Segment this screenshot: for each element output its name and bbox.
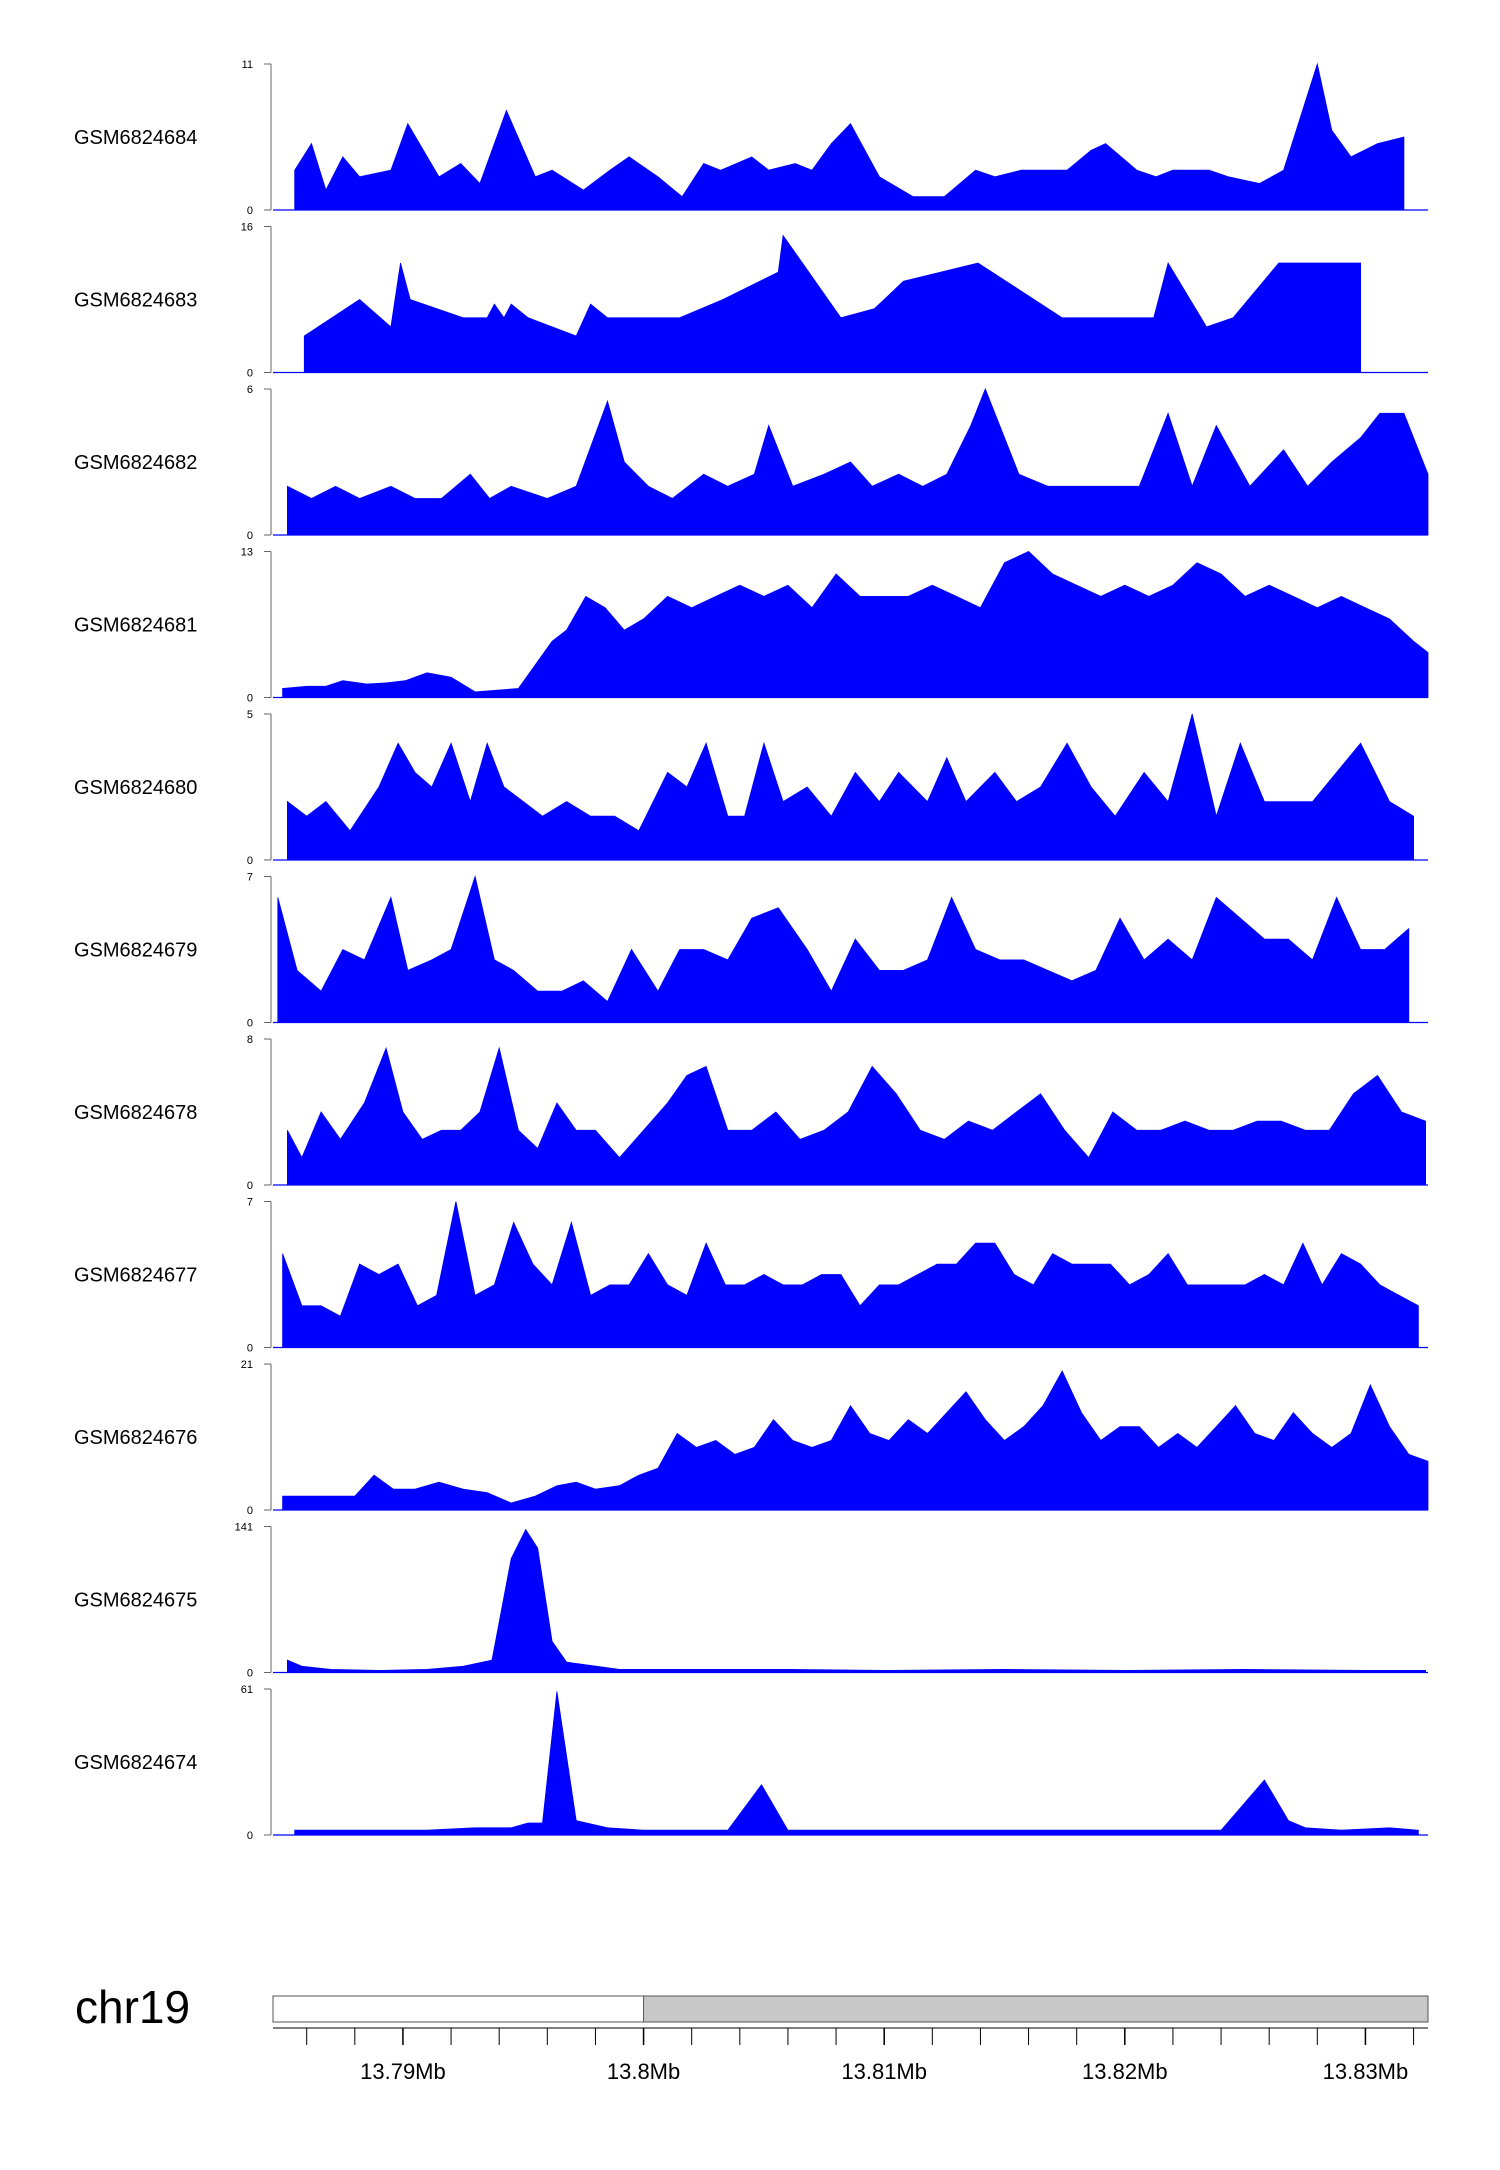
x-tick-label: 13.8Mb — [607, 2059, 680, 2084]
track-GSM6824674: GSM6824674 61 0 — [74, 1684, 1428, 1842]
y-max-label: 6 — [247, 384, 253, 396]
track-label: GSM6824683 — [74, 290, 197, 312]
signal-area — [282, 1370, 1429, 1511]
track-label: GSM6824681 — [74, 615, 197, 637]
y-max-label: 141 — [235, 1522, 253, 1534]
y-min-label: 0 — [247, 1668, 253, 1680]
track-label: GSM6824675 — [74, 1590, 197, 1612]
y-max-label: 7 — [247, 872, 253, 884]
y-min-label: 0 — [247, 1180, 253, 1192]
y-min-label: 0 — [247, 1505, 253, 1517]
y-min-label: 0 — [247, 1018, 253, 1030]
y-max-label: 8 — [247, 1034, 253, 1046]
track-label: GSM6824676 — [74, 1427, 197, 1449]
signal-area — [287, 387, 1429, 536]
track-GSM6824681: GSM6824681 13 0 — [74, 547, 1429, 705]
y-min-label: 0 — [247, 530, 253, 542]
track-GSM6824679: GSM6824679 7 0 — [74, 872, 1428, 1030]
track-GSM6824684: GSM6824684 11 0 — [74, 59, 1428, 217]
x-axis-ticks: 13.79Mb 13.8Mb 13.81Mb 13.82Mb 13.83Mb — [306, 2028, 1415, 2084]
signal-area — [303, 234, 1361, 373]
signal-area — [287, 1528, 1426, 1673]
track-GSM6824676: GSM6824676 21 0 — [74, 1359, 1429, 1517]
track-GSM6824678: GSM6824678 8 0 — [74, 1034, 1428, 1192]
track-GSM6824683: GSM6824683 16 0 — [74, 222, 1428, 380]
chromosome-axis: chr19 13.79Mb 13.8Mb 13.81Mb 13.82Mb 13.83Mb — [75, 1981, 1429, 2084]
y-max-label: 13 — [241, 547, 253, 559]
chromosome-label: chr19 — [75, 1981, 190, 2033]
track-label: GSM6824674 — [74, 1752, 197, 1774]
y-max-label: 16 — [241, 222, 253, 234]
x-tick-label: 13.79Mb — [360, 2059, 446, 2084]
x-tick-label: 13.83Mb — [1323, 2059, 1409, 2084]
signal-area — [277, 875, 1410, 1023]
signal-area — [294, 62, 1405, 211]
y-min-label: 0 — [247, 693, 253, 705]
signal-area — [282, 1201, 1419, 1348]
x-tick-label: 13.81Mb — [841, 2059, 927, 2084]
track-label: GSM6824679 — [74, 940, 197, 962]
x-tick-label: 13.82Mb — [1082, 2059, 1168, 2084]
y-min-label: 0 — [247, 368, 253, 380]
track-GSM6824677: GSM6824677 7 0 — [74, 1197, 1428, 1355]
signal-area — [282, 551, 1429, 698]
signal-tracks: GSM6824684110GSM6824683160GSM682468260GS… — [74, 59, 1429, 1842]
signal-area — [287, 713, 1414, 861]
y-min-label: 0 — [247, 1343, 253, 1355]
y-min-label: 0 — [247, 855, 253, 867]
track-label: GSM6824680 — [74, 777, 197, 799]
track-label: GSM6824677 — [74, 1265, 197, 1287]
track-label: GSM6824684 — [74, 127, 197, 149]
track-label: GSM6824682 — [74, 452, 197, 474]
y-max-label: 21 — [241, 1359, 253, 1371]
track-label: GSM6824678 — [74, 1102, 197, 1124]
track-GSM6824680: GSM6824680 5 0 — [74, 709, 1428, 867]
y-min-label: 0 — [247, 205, 253, 217]
y-min-label: 0 — [247, 1830, 253, 1842]
y-max-label: 61 — [241, 1684, 253, 1696]
y-max-label: 7 — [247, 1197, 253, 1209]
highlighted-region — [643, 1995, 1429, 2023]
y-max-label: 11 — [242, 59, 253, 71]
signal-area — [294, 1691, 1419, 1836]
y-max-label: 5 — [247, 709, 253, 721]
track-GSM6824682: GSM6824682 6 0 — [74, 384, 1429, 542]
track-GSM6824675: GSM6824675 141 0 — [74, 1522, 1428, 1680]
signal-area — [287, 1046, 1426, 1186]
